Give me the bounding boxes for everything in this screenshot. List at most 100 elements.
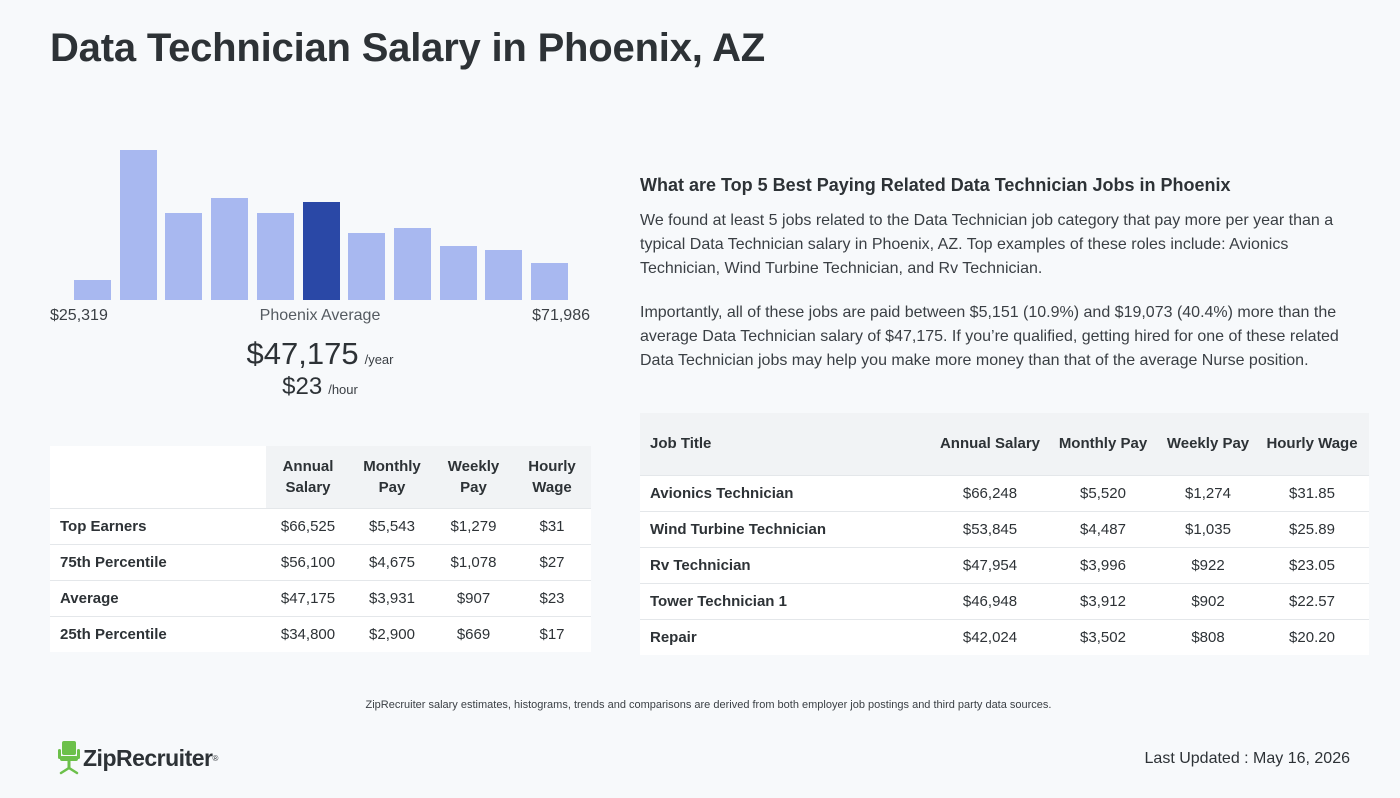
cell-weekly: $669 [434, 615, 513, 652]
percentile-table-header: Annual Salary Monthly Pay Weekly Pay Hou… [50, 446, 591, 508]
ziprecruiter-logo[interactable]: ZipRecruiter ® [58, 740, 218, 776]
histogram-bar [531, 263, 568, 300]
average-hourly: $23/hour [50, 373, 590, 401]
row-label: Average [50, 579, 266, 616]
related-jobs-heading: What are Top 5 Best Paying Related Data … [640, 175, 1231, 195]
cell-weekly: $902 [1161, 582, 1255, 619]
cell-annual: $53,845 [935, 510, 1045, 547]
table-row: 75th Percentile $56,100 $4,675 $1,078 $2… [50, 543, 591, 580]
percentile-header-annual: Annual Salary [266, 446, 350, 508]
cell-weekly: $1,078 [434, 543, 513, 580]
jobs-header-hourly: Hourly Wage [1255, 413, 1369, 475]
jobs-header-weekly: Weekly Pay [1161, 413, 1255, 475]
histogram-bar [120, 150, 157, 300]
related-jobs-table: Job Title Annual Salary Monthly Pay Week… [640, 413, 1369, 655]
cell-hourly: $25.89 [1255, 510, 1369, 547]
cell-monthly: $3,931 [350, 579, 434, 616]
histogram-bar [440, 246, 477, 300]
cell-monthly: $5,543 [350, 507, 434, 544]
table-row: Avionics Technician $66,248 $5,520 $1,27… [640, 474, 1369, 511]
histogram-bar [394, 228, 431, 300]
job-title: Repair [640, 618, 935, 655]
jobs-header-title: Job Title [640, 413, 935, 475]
last-updated: Last Updated : May 16, 2026 [1144, 750, 1350, 767]
cell-annual: $46,948 [935, 582, 1045, 619]
cell-hourly: $31 [513, 507, 591, 544]
cell-annual: $66,248 [935, 474, 1045, 511]
histogram-bar [74, 280, 111, 300]
cell-monthly: $4,487 [1045, 510, 1161, 547]
percentile-header-hourly: Hourly Wage [513, 446, 591, 508]
average-hourly-value: $23 [282, 373, 323, 400]
table-row: Repair $42,024 $3,502 $808 $20.20 [640, 618, 1369, 655]
page-title: Data Technician Salary in Phoenix, AZ [50, 26, 766, 70]
histogram-bar [348, 233, 385, 300]
jobs-table-header: Job Title Annual Salary Monthly Pay Week… [640, 413, 1369, 475]
histogram-bar [485, 250, 522, 300]
job-title: Avionics Technician [640, 474, 935, 511]
histogram-min-label: $25,319 [50, 307, 108, 324]
average-hourly-unit: /hour [328, 382, 358, 397]
job-title: Wind Turbine Technician [640, 510, 935, 547]
logo-registered-mark: ® [212, 753, 219, 763]
cell-hourly: $31.85 [1255, 474, 1369, 511]
cell-weekly: $1,035 [1161, 510, 1255, 547]
cell-weekly: $922 [1161, 546, 1255, 583]
jobs-header-annual: Annual Salary [935, 413, 1045, 475]
table-row: Rv Technician $47,954 $3,996 $922 $23.05 [640, 546, 1369, 583]
cell-weekly: $907 [434, 579, 513, 616]
table-row: Average $47,175 $3,931 $907 $23 [50, 579, 591, 616]
table-row: Wind Turbine Technician $53,845 $4,487 $… [640, 510, 1369, 547]
percentile-header-monthly: Monthly Pay [350, 446, 434, 508]
table-row: Tower Technician 1 $46,948 $3,912 $902 $… [640, 582, 1369, 619]
table-row: Top Earners $66,525 $5,543 $1,279 $31 [50, 507, 591, 544]
table-row: 25th Percentile $34,800 $2,900 $669 $17 [50, 615, 591, 652]
cell-hourly: $23.05 [1255, 546, 1369, 583]
row-label: 75th Percentile [50, 543, 266, 580]
histogram-bar [257, 213, 294, 300]
salary-histogram [74, 130, 568, 300]
cell-monthly: $4,675 [350, 543, 434, 580]
cell-annual: $56,100 [266, 543, 350, 580]
average-annual: $47,175/year [50, 336, 590, 372]
cell-weekly: $1,274 [1161, 474, 1255, 511]
average-annual-unit: /year [364, 352, 394, 367]
cell-annual: $34,800 [266, 615, 350, 652]
cell-hourly: $17 [513, 615, 591, 652]
cell-weekly: $808 [1161, 618, 1255, 655]
cell-monthly: $5,520 [1045, 474, 1161, 511]
cell-hourly: $23 [513, 579, 591, 616]
histogram-bar [165, 213, 202, 300]
related-jobs-intro: We found at least 5 jobs related to the … [640, 212, 1334, 277]
data-disclaimer: ZipRecruiter salary estimates, histogram… [365, 699, 1052, 711]
cell-annual: $66,525 [266, 507, 350, 544]
histogram-bar-average [303, 202, 340, 300]
cell-annual: $47,175 [266, 579, 350, 616]
cell-hourly: $22.57 [1255, 582, 1369, 619]
cell-monthly: $3,502 [1045, 618, 1161, 655]
row-label: 25th Percentile [50, 615, 266, 652]
average-annual-value: $47,175 [246, 336, 359, 371]
cell-monthly: $2,900 [350, 615, 434, 652]
related-jobs-detail: Importantly, all of these jobs are paid … [640, 304, 1339, 369]
percentile-table: Annual Salary Monthly Pay Weekly Pay Hou… [50, 446, 591, 652]
jobs-header-monthly: Monthly Pay [1045, 413, 1161, 475]
histogram-average-label: Phoenix Average [259, 307, 381, 324]
cell-hourly: $20.20 [1255, 618, 1369, 655]
logo-wordmark: ZipRecruiter [83, 744, 213, 771]
row-label: Top Earners [50, 507, 266, 544]
percentile-header-blank [50, 446, 266, 508]
cell-monthly: $3,996 [1045, 546, 1161, 583]
cell-hourly: $27 [513, 543, 591, 580]
cell-annual: $42,024 [935, 618, 1045, 655]
percentile-header-weekly: Weekly Pay [434, 446, 513, 508]
job-title: Rv Technician [640, 546, 935, 583]
job-title: Tower Technician 1 [640, 582, 935, 619]
histogram-bar [211, 198, 248, 300]
histogram-max-label: $71,986 [532, 307, 590, 324]
cell-monthly: $3,912 [1045, 582, 1161, 619]
cell-annual: $47,954 [935, 546, 1045, 583]
chair-icon [58, 741, 80, 775]
cell-weekly: $1,279 [434, 507, 513, 544]
